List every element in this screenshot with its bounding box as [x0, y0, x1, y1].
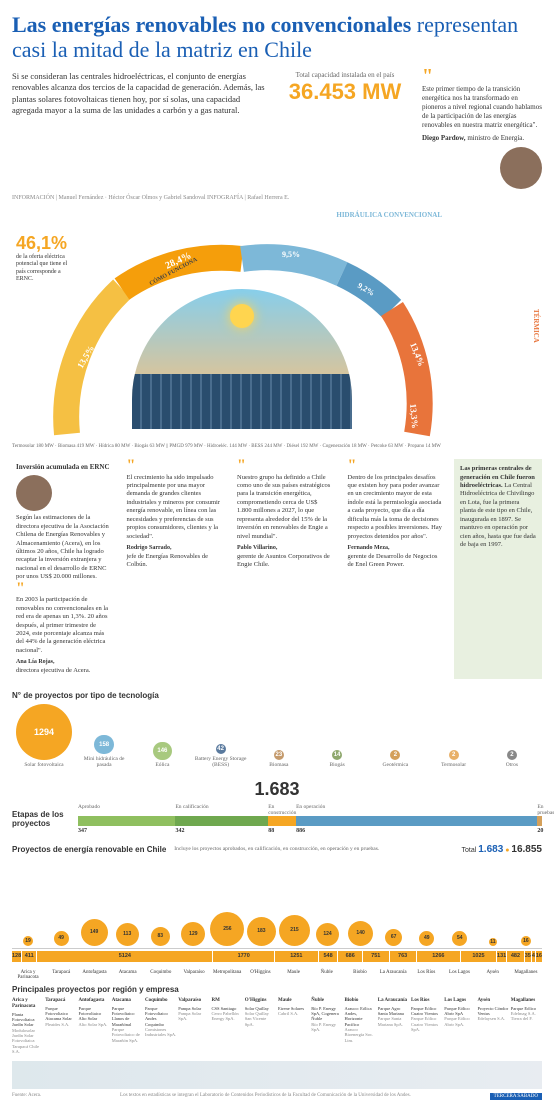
proj-total: 1.683 — [12, 779, 542, 800]
pct-callout: 46,1% de la oferta eléctrica potencial q… — [12, 229, 82, 287]
svg-text:9,5%: 9,5% — [282, 250, 300, 259]
arc-chart: 46,1% de la oferta eléctrica potencial q… — [12, 209, 542, 449]
minister-quote: " Este primer tiempo de la transición en… — [422, 71, 542, 190]
stages-bar — [78, 816, 542, 826]
credits: INFORMACIÓN | Manuel Fernández · Héctor … — [12, 195, 542, 201]
sun-icon — [230, 304, 254, 328]
quotes-row: Inversión acumulada en ERNCSegún las est… — [12, 459, 542, 679]
project-bubbles: 1294Solar fotovoltaica158Mini hidráulica… — [12, 704, 542, 768]
proj-section-title: N° de proyectos por tipo de tecnología — [12, 691, 542, 700]
regions-bubble-chart: 1949149113831292561832151241406749541116 — [12, 859, 542, 949]
companies-table: Arica y ParinacotaPlanta Fotovoltaica Ja… — [12, 998, 542, 1055]
regions-mw-bars: 1284115124177012515486867517631266102513… — [12, 951, 542, 962]
intro-text: Si se consideran las centrales hidroeléc… — [12, 71, 268, 190]
footer: Fuente: Acera. Los textos en estadística… — [12, 1093, 542, 1100]
avatar — [500, 147, 542, 189]
total-capacity: Total capacidad instalada en el país 36.… — [280, 71, 410, 190]
headline: Las energías renovables no convencionale… — [12, 12, 542, 63]
chile-map — [12, 1061, 542, 1089]
